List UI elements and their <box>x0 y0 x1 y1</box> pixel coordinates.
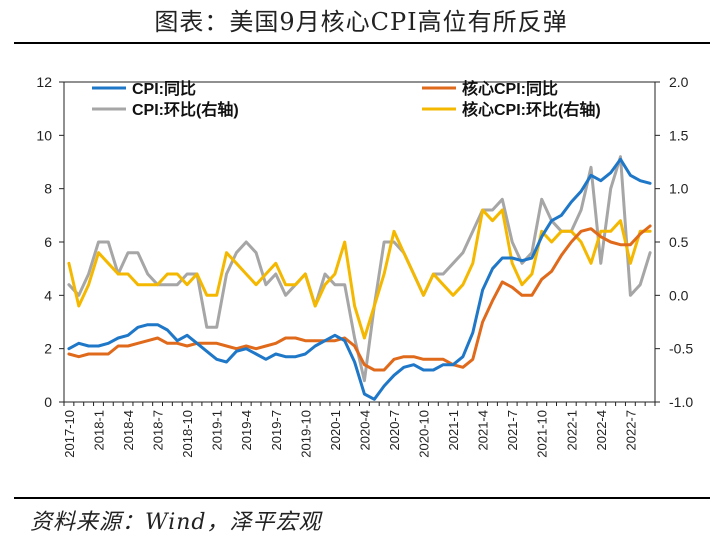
y-left-tick-label: 4 <box>44 287 52 303</box>
line-chart: 0 2 4 6 8 10 12 -1.0 -0.5 0.0 0.5 1.0 1.5 2.0 2017-1… <box>36 74 693 458</box>
y-right-tick-label: 2.0 <box>669 74 689 90</box>
y-left-tick-label: 6 <box>44 234 52 250</box>
y-right-tick-label: -0.5 <box>669 341 693 357</box>
cpi-yoy-line <box>67 157 652 401</box>
x-tick-label: 2018-7 <box>151 410 166 450</box>
y-right-tick-label: 1.5 <box>669 127 689 143</box>
x-tick-label: 2018-10 <box>180 410 195 458</box>
legend: CPI:同比 核心CPI:同比 CPI:环比(右轴) 核心CPI:环比(右轴) <box>92 79 601 119</box>
x-tick-label: 2017-10 <box>62 410 77 458</box>
cpi-yoy-legend-label: CPI:同比 <box>132 80 196 98</box>
x-tick-label: 2021-7 <box>505 410 520 450</box>
x-tick-label: 2021-4 <box>476 410 491 450</box>
x-tick-label: 2020-10 <box>417 410 432 458</box>
core-cpi-yoy-legend-label: 核心CPI:同比 <box>462 79 558 98</box>
y-right-tick-label: 1.0 <box>669 181 689 197</box>
y-right-tick-label: 0.5 <box>669 234 689 250</box>
source-note: 资料来源：Wind，泽平宏观 <box>30 510 322 535</box>
x-tick-label: 2022-1 <box>564 410 579 450</box>
x-tick-label: 2019-4 <box>239 410 254 450</box>
cpi-mom-legend-label: CPI:环比(右轴) <box>132 100 239 119</box>
y-right-tick-label: -1.0 <box>669 394 693 410</box>
x-tick-label: 2021-10 <box>535 410 550 458</box>
y-right-axis: -1.0 -0.5 0.0 0.5 1.0 1.5 2.0 <box>655 74 693 410</box>
title-divider <box>14 42 710 44</box>
series-lines <box>67 155 652 401</box>
y-right-tick-label: 0.0 <box>669 287 689 303</box>
x-tick-label: 2020-4 <box>357 410 372 450</box>
x-tick-label: 2022-4 <box>594 410 609 450</box>
x-tick-label: 2019-1 <box>210 410 225 450</box>
x-tick-label: 2019-10 <box>298 410 313 458</box>
x-tick-label: 2022-7 <box>623 410 638 450</box>
x-axis: 2017-10 2018-1 2018-4 2018-7 2018-10 2019-1 20… <box>62 402 656 458</box>
core-cpi-yoy-line <box>67 224 652 372</box>
y-left-tick-label: 12 <box>36 74 52 90</box>
cpi-mom-line <box>67 155 652 383</box>
y-left-tick-label: 10 <box>36 127 52 143</box>
y-left-axis: 0 2 4 6 8 10 12 <box>36 74 64 410</box>
source-divider <box>14 497 710 499</box>
core-cpi-mom-legend-label: 核心CPI:环比(右轴) <box>462 100 601 119</box>
x-tick-label: 2018-4 <box>121 410 136 450</box>
x-tick-label: 2018-1 <box>91 410 106 450</box>
core-cpi-mom-line <box>67 208 652 340</box>
x-tick-label: 2021-1 <box>446 410 461 450</box>
y-left-tick-label: 2 <box>44 341 52 357</box>
y-left-tick-label: 0 <box>44 394 52 410</box>
x-tick-label: 2019-7 <box>269 410 284 450</box>
y-left-tick-label: 8 <box>44 181 52 197</box>
x-tick-label: 2020-7 <box>387 410 402 450</box>
x-tick-label: 2020-1 <box>328 410 343 450</box>
chart-title: 图表：美国9月核心CPI高位有所反弹 <box>154 8 568 36</box>
